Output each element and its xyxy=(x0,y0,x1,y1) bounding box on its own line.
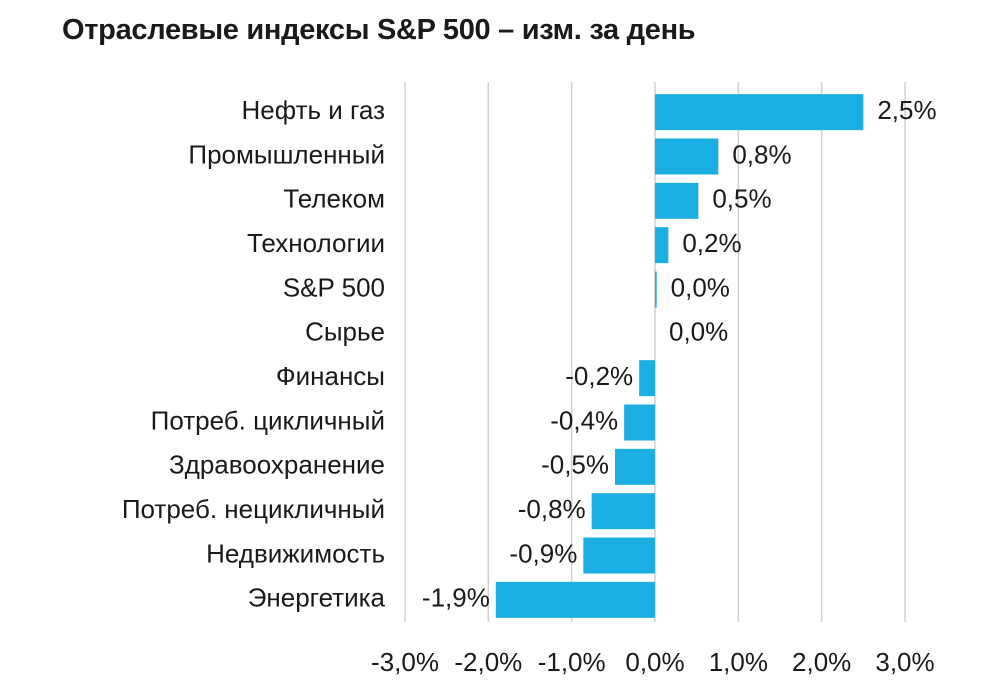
bar xyxy=(655,94,864,131)
value-label: -0,5% xyxy=(541,450,609,480)
chart-title: Отраслевые индексы S&P 500 – изм. за ден… xyxy=(62,14,696,46)
bar xyxy=(655,271,657,308)
x-tick-label: 0,0% xyxy=(625,647,684,677)
category-label: Промышленный xyxy=(188,139,385,169)
value-label: 2,5% xyxy=(877,95,936,125)
bar xyxy=(639,360,655,397)
x-tick-labels: -3,0% -2,0% -1,0% 0,0% 1,0% 2,0% 3,0% xyxy=(371,647,935,677)
category-labels: Нефть и газ Промышленный Телеком Технологии… xyxy=(122,95,386,613)
category-label: Здравоохранение xyxy=(169,450,385,480)
category-label: Недвижимость xyxy=(206,538,385,568)
x-tick-label: 3,0% xyxy=(875,647,934,677)
value-label: -0,4% xyxy=(550,405,618,435)
value-label: 0,5% xyxy=(712,184,771,214)
value-label: 0,8% xyxy=(732,139,791,169)
category-label: Энергетика xyxy=(248,583,386,613)
x-tick-label: -3,0% xyxy=(371,647,439,677)
category-label: Телеком xyxy=(283,184,385,214)
category-label: Потреб. нецикличный xyxy=(122,494,385,524)
bar xyxy=(624,404,655,441)
value-label: -0,2% xyxy=(565,361,633,391)
bar xyxy=(495,581,655,618)
x-tick-label: -2,0% xyxy=(454,647,522,677)
category-label: Финансы xyxy=(276,361,385,391)
value-labels: 2,5% 0,8% 0,5% 0,2% 0,0% 0,0% -0,2% -0,4% -0,5% -… xyxy=(422,95,937,613)
value-label: 0,0% xyxy=(671,272,730,302)
value-label: -1,9% xyxy=(422,583,490,613)
category-label: Сырье xyxy=(305,317,385,347)
bar xyxy=(655,182,699,219)
bar xyxy=(615,448,655,485)
bar xyxy=(655,138,719,175)
value-label: -0,8% xyxy=(518,494,586,524)
bar xyxy=(583,537,655,574)
bar xyxy=(655,227,669,264)
category-label: Потреб. цикличный xyxy=(151,405,385,435)
category-label: Нефть и газ xyxy=(242,95,385,125)
category-label: Технологии xyxy=(247,228,385,258)
value-label: 0,2% xyxy=(682,228,741,258)
x-tick-label: 1,0% xyxy=(709,647,768,677)
value-label: -0,9% xyxy=(509,538,577,568)
x-tick-label: 2,0% xyxy=(792,647,851,677)
x-tick-label: -1,0% xyxy=(538,647,606,677)
value-label: 0,0% xyxy=(669,317,728,347)
category-label: S&P 500 xyxy=(283,272,385,302)
bars xyxy=(495,94,864,618)
bar xyxy=(591,493,655,530)
